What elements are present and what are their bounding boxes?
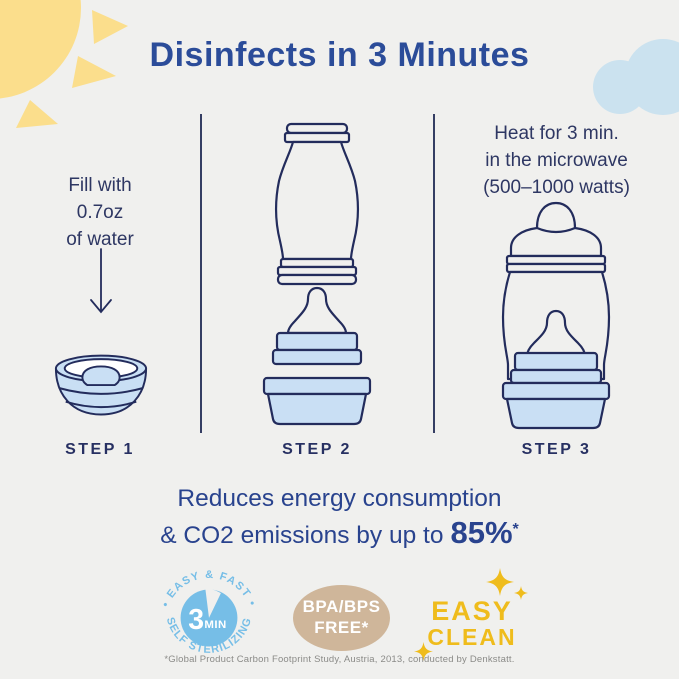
step3-instruction: Heat for 3 min. in the microwave (500–10… [483,123,630,198]
benefit-percentage: 85% [450,515,513,551]
easy-clean-line1: EASY [431,596,513,626]
sparkle-icon [414,642,433,661]
sun-icon [0,0,128,128]
bowl-illustration [54,354,148,416]
benefit-line1: Reduces energy consumption [177,485,502,512]
footnote: *Global Product Carbon Footprint Study, … [164,654,515,665]
benefit-asterisk: * [512,521,519,539]
bpa-free-badge: BPA/BPS FREE* [293,585,390,651]
column-divider [200,114,202,433]
step3-label: STEP 3 [521,441,592,458]
step1-label: STEP 1 [65,441,135,458]
benefit-statement: Reduces energy consumption & CO2 emissio… [0,484,679,554]
sparkle-icon [486,568,514,596]
benefit-line2-text: & CO2 emissions by up to [160,522,444,550]
assembled-bottle-illustration [501,201,611,430]
sterilizer-base-illustration [262,376,372,426]
timer-icon [180,588,238,647]
bottle-body-illustration [274,122,360,286]
nipple-collar-illustration [271,286,363,366]
badge-minutes-unit: MIN [204,619,226,631]
bpa-badge-line1: BPA/BPS [302,597,381,617]
down-arrow-icon [90,248,112,314]
cloud-icon [593,39,679,115]
page-title: Disinfects in 3 Minutes [149,36,530,74]
column-divider [433,114,435,433]
sparkle-icon [514,586,528,600]
step2-label: STEP 2 [282,441,352,458]
easy-clean-line2: CLEAN [427,624,517,650]
self-sterilizing-badge: • EASY & FAST • SELF STERILIZING 3 MIN [160,569,257,656]
benefit-line2: & CO2 emissions by up to 85%* [0,513,679,553]
step1-instruction: Fill with 0.7oz of water [66,175,134,250]
badge-minutes-number: 3 [188,604,204,636]
bpa-badge-line2: FREE* [314,618,369,637]
easy-clean-badge: EASY CLEAN [417,598,527,650]
